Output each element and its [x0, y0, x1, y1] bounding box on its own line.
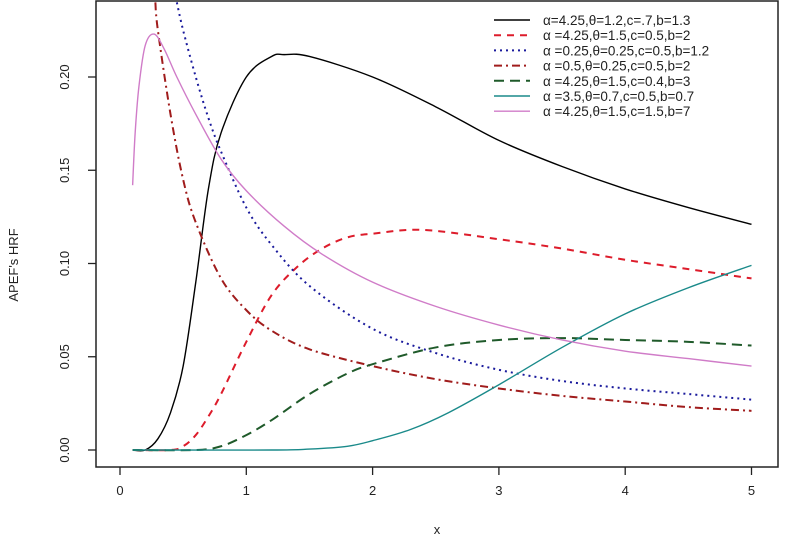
- legend-label: α=4.25,θ=1.2,c=.7,b=1.3: [543, 13, 690, 28]
- series-line-3: [175, 2, 752, 401]
- legend-label: α =4.25,θ=1.5,c=0.5,b=2: [543, 28, 690, 43]
- x-tick-label: 3: [495, 483, 502, 498]
- series-line-6: [132, 264, 752, 451]
- axes: 0 1 2 3 4 5 0.00 0.05 0.10 0.15 0.20: [57, 64, 755, 498]
- x-axis-label: x: [434, 522, 441, 537]
- series-line-2: [132, 228, 752, 452]
- plot-frame: [95, 0, 779, 468]
- x-tick-label: 0: [116, 483, 123, 498]
- series-line-5: [132, 337, 752, 452]
- x-tick-label: 4: [622, 483, 629, 498]
- y-tick-label: 0.05: [57, 344, 72, 369]
- y-tick-label: 0.00: [57, 437, 72, 462]
- legend-label: α =0.25,θ=0.25,c=0.5,b=1.2: [543, 43, 709, 58]
- y-tick-label: 0.15: [57, 158, 72, 183]
- x-tick-label: 2: [369, 483, 376, 498]
- series-lines: [131, 2, 752, 452]
- legend-label: α =4.25,θ=1.5,c=1.5,b=7: [543, 104, 690, 119]
- legend-label: α =3.5,θ=0.7,c=0.5,b=0.7: [543, 89, 694, 104]
- series-line-1: [132, 53, 752, 452]
- legend-label: α =4.25,θ=1.5,c=0.4,b=3: [543, 74, 690, 89]
- x-tick-label: 5: [748, 483, 755, 498]
- legend-label: α =0.5,θ=0.25,c=0.5,b=2: [543, 59, 690, 74]
- y-tick-label: 0.10: [57, 251, 72, 276]
- y-axis-label: APEF's HRF: [6, 228, 21, 301]
- y-tick-label: 0.20: [57, 64, 72, 89]
- series-line-7: [131, 33, 752, 367]
- x-tick-label: 1: [243, 483, 250, 498]
- legend: α=4.25,θ=1.2,c=.7,b=1.3α =4.25,θ=1.5,c=0…: [494, 13, 709, 119]
